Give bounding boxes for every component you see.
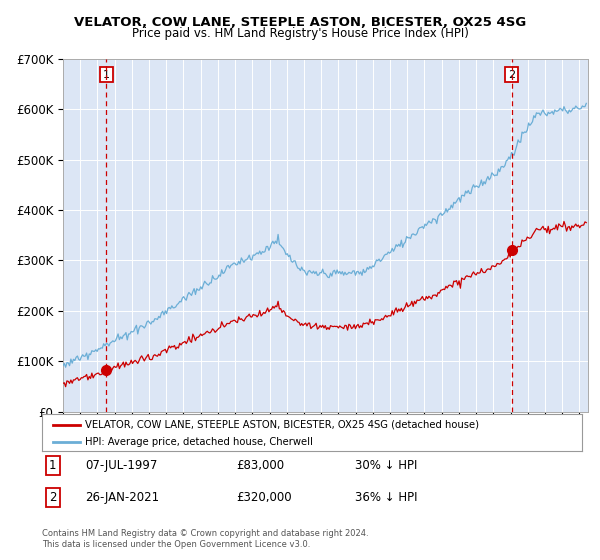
Text: Price paid vs. HM Land Registry's House Price Index (HPI): Price paid vs. HM Land Registry's House …	[131, 27, 469, 40]
Text: 2: 2	[508, 69, 515, 80]
Text: £83,000: £83,000	[236, 459, 284, 473]
Text: 07-JUL-1997: 07-JUL-1997	[85, 459, 158, 473]
Text: HPI: Average price, detached house, Cherwell: HPI: Average price, detached house, Cher…	[85, 437, 313, 447]
Text: £320,000: £320,000	[236, 491, 292, 504]
Text: 1: 1	[103, 69, 110, 80]
Text: 26-JAN-2021: 26-JAN-2021	[85, 491, 160, 504]
Text: Contains HM Land Registry data © Crown copyright and database right 2024.
This d: Contains HM Land Registry data © Crown c…	[42, 529, 368, 549]
Text: 1: 1	[49, 459, 56, 473]
Text: 36% ↓ HPI: 36% ↓ HPI	[355, 491, 418, 504]
Text: 30% ↓ HPI: 30% ↓ HPI	[355, 459, 418, 473]
Text: VELATOR, COW LANE, STEEPLE ASTON, BICESTER, OX25 4SG (detached house): VELATOR, COW LANE, STEEPLE ASTON, BICEST…	[85, 419, 479, 430]
Text: VELATOR, COW LANE, STEEPLE ASTON, BICESTER, OX25 4SG: VELATOR, COW LANE, STEEPLE ASTON, BICEST…	[74, 16, 526, 29]
Text: 2: 2	[49, 491, 56, 504]
